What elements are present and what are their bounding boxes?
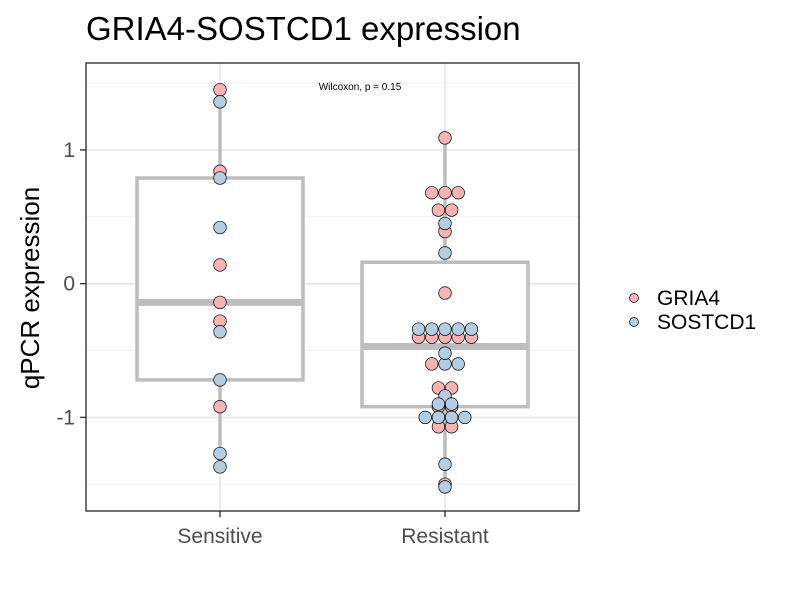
point-sostcd1 (451, 322, 465, 336)
legend-key-sostcd1 (629, 317, 639, 327)
point-sostcd1 (444, 410, 459, 425)
y-tick-label: 0 (63, 273, 75, 296)
point-sostcd1 (431, 410, 446, 425)
point-sostcd1 (213, 171, 227, 185)
point-gria4 (438, 186, 452, 200)
point-sostcd1 (451, 357, 465, 371)
point-sostcd1 (418, 410, 432, 425)
panel-border (85, 62, 580, 512)
point-gria4 (444, 203, 459, 217)
p-value-annotation: Wilcoxon, p = 0.15 (319, 82, 402, 93)
x-tick-label: Resistant (401, 525, 489, 548)
point-sostcd1 (458, 410, 472, 425)
point-sostcd1 (411, 322, 426, 336)
point-sostcd1 (213, 446, 227, 461)
plot-area: -1 0 1 Sensitive Resistant Wilcoxon, p = 0.15 (56, 62, 580, 548)
legend-label-gria4: GRIA4 (657, 287, 720, 310)
point-sostcd1 (444, 397, 459, 411)
box-iqr (135, 176, 305, 382)
point-sostcd1 (438, 246, 452, 260)
point-gria4 (438, 131, 452, 145)
legend-label-sostcd1: SOSTCD1 (657, 311, 756, 334)
point-sostcd1 (438, 346, 452, 360)
point-sostcd1 (431, 397, 446, 411)
point-gria4 (213, 400, 227, 414)
point-gria4 (425, 186, 439, 200)
y-axis-title: qPCR expression (15, 187, 45, 389)
point-gria4 (425, 357, 439, 371)
point-sostcd1 (438, 216, 452, 231)
point-sostcd1 (213, 373, 227, 387)
x-tick-label: Sensitive (177, 525, 262, 548)
data-points (213, 83, 479, 494)
point-sostcd1 (438, 480, 452, 494)
point-gria4 (451, 186, 465, 200)
point-sostcd1 (213, 220, 227, 235)
point-sostcd1 (438, 457, 452, 471)
y-tick-label: -1 (56, 406, 75, 429)
point-gria4 (213, 83, 227, 97)
point-gria4 (213, 258, 227, 272)
point-sostcd1 (213, 325, 227, 339)
point-sostcd1 (438, 322, 452, 336)
point-gria4 (213, 295, 227, 310)
chart-title: GRIA4-SOSTCD1 expression (86, 10, 521, 47)
point-gria4 (431, 203, 446, 217)
y-tick-label: 1 (63, 139, 75, 162)
point-sostcd1 (425, 322, 439, 336)
point-sostcd1 (213, 95, 227, 109)
point-sostcd1 (464, 322, 479, 336)
legend-key-gria4 (629, 293, 639, 303)
point-sostcd1 (213, 460, 227, 474)
point-gria4 (438, 286, 452, 300)
